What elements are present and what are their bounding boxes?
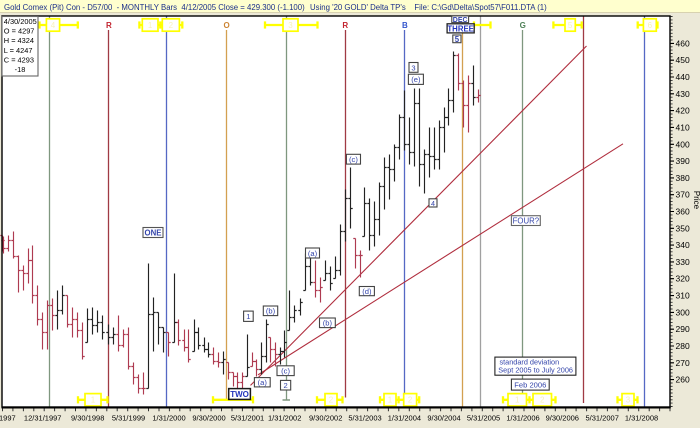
svg-text:2: 2 bbox=[540, 396, 545, 405]
svg-text:5/31/2001: 5/31/2001 bbox=[231, 414, 264, 423]
svg-text:(b): (b) bbox=[266, 307, 276, 316]
svg-text:Sept 2005 to July 2006: Sept 2005 to July 2006 bbox=[498, 366, 573, 375]
svg-text:5/31/2005: 5/31/2005 bbox=[467, 414, 500, 423]
svg-text:2: 2 bbox=[329, 396, 334, 405]
svg-text:290: 290 bbox=[676, 324, 690, 334]
svg-text:340: 340 bbox=[676, 240, 690, 250]
svg-text:standard deviation: standard deviation bbox=[500, 357, 560, 366]
svg-text:9/30/2002: 9/30/2002 bbox=[309, 414, 342, 423]
svg-text:R: R bbox=[106, 21, 112, 30]
svg-text:430: 430 bbox=[676, 89, 690, 99]
svg-text:THREE: THREE bbox=[447, 24, 473, 33]
svg-text:2: 2 bbox=[408, 396, 413, 405]
svg-text:460: 460 bbox=[676, 38, 690, 48]
svg-text:2: 2 bbox=[283, 381, 287, 390]
svg-text:450: 450 bbox=[676, 55, 690, 65]
svg-text:2: 2 bbox=[169, 21, 174, 30]
svg-text:330: 330 bbox=[676, 257, 690, 267]
svg-text:(c): (c) bbox=[349, 155, 358, 164]
svg-text:L = 4247: L = 4247 bbox=[4, 46, 33, 55]
svg-text:5: 5 bbox=[568, 21, 573, 30]
svg-text:440: 440 bbox=[676, 72, 690, 82]
svg-text:1: 1 bbox=[515, 396, 520, 405]
svg-text:R: R bbox=[342, 21, 348, 30]
svg-text:420: 420 bbox=[676, 106, 690, 116]
svg-text:(c): (c) bbox=[281, 367, 290, 376]
svg-text:Feb 2006: Feb 2006 bbox=[514, 381, 546, 390]
svg-text:1/31/2002: 1/31/2002 bbox=[268, 414, 301, 423]
svg-text:5/31/2003: 5/31/2003 bbox=[348, 414, 381, 423]
svg-text:DEC: DEC bbox=[453, 17, 468, 24]
svg-text:Price: Price bbox=[692, 191, 700, 210]
svg-text:3: 3 bbox=[626, 396, 631, 405]
svg-text:C = 4293: C = 4293 bbox=[4, 55, 34, 64]
svg-text:270: 270 bbox=[676, 358, 690, 368]
svg-text:5: 5 bbox=[455, 35, 460, 44]
svg-text:1: 1 bbox=[246, 312, 250, 321]
svg-text:(d): (d) bbox=[362, 287, 372, 296]
svg-text:5/31/1999: 5/31/1999 bbox=[112, 414, 145, 423]
svg-text:380: 380 bbox=[676, 173, 690, 183]
svg-text:(b): (b) bbox=[323, 319, 333, 328]
svg-text:1/31/2008: 1/31/2008 bbox=[625, 414, 658, 423]
svg-text:(a): (a) bbox=[258, 378, 268, 387]
svg-text:3: 3 bbox=[288, 21, 293, 30]
svg-text:260: 260 bbox=[676, 375, 690, 385]
svg-text:O: O bbox=[223, 21, 229, 30]
svg-text:B: B bbox=[402, 21, 408, 30]
svg-text:4: 4 bbox=[431, 199, 435, 208]
svg-text:320: 320 bbox=[676, 274, 690, 284]
svg-text:5/31/2007: 5/31/2007 bbox=[586, 414, 619, 423]
svg-text:410: 410 bbox=[676, 122, 690, 132]
svg-text:-18: -18 bbox=[15, 65, 26, 74]
svg-text:(e): (e) bbox=[411, 75, 421, 84]
svg-text:9/30/2006: 9/30/2006 bbox=[546, 414, 579, 423]
svg-text:FOUR?: FOUR? bbox=[513, 217, 540, 226]
svg-text:4: 4 bbox=[51, 21, 56, 30]
svg-text:360: 360 bbox=[676, 207, 690, 217]
svg-text:400: 400 bbox=[676, 139, 690, 149]
svg-text:1: 1 bbox=[388, 396, 393, 405]
svg-text:(a): (a) bbox=[308, 249, 318, 258]
svg-text:G: G bbox=[520, 21, 526, 30]
svg-text:300: 300 bbox=[676, 307, 690, 317]
svg-text:350: 350 bbox=[676, 223, 690, 233]
svg-text:1: 1 bbox=[148, 21, 153, 30]
svg-text:9/30/2004: 9/30/2004 bbox=[427, 414, 460, 423]
svg-text:TWO: TWO bbox=[230, 390, 249, 399]
svg-text:1/31/2004: 1/31/2004 bbox=[388, 414, 421, 423]
svg-text:280: 280 bbox=[676, 341, 690, 351]
svg-text:390: 390 bbox=[676, 156, 690, 166]
svg-text:ONE: ONE bbox=[145, 228, 162, 237]
svg-text:9/30/2000: 9/30/2000 bbox=[192, 414, 225, 423]
svg-text:310: 310 bbox=[676, 291, 690, 301]
svg-text:12/31/1997: 12/31/1997 bbox=[24, 414, 62, 423]
svg-text:1: 1 bbox=[91, 396, 96, 405]
svg-text:6: 6 bbox=[648, 21, 653, 30]
svg-text:1/31/2000: 1/31/2000 bbox=[152, 414, 185, 423]
svg-text:1/31/2006: 1/31/2006 bbox=[506, 414, 539, 423]
svg-text:H = 4324: H = 4324 bbox=[4, 36, 34, 45]
svg-text:4/30/2005: 4/30/2005 bbox=[4, 17, 37, 26]
svg-text:O = 4297: O = 4297 bbox=[4, 27, 35, 36]
svg-text:3: 3 bbox=[411, 63, 415, 72]
svg-text:3/31/1997: 3/31/1997 bbox=[0, 414, 16, 423]
svg-text:9/30/1998: 9/30/1998 bbox=[71, 414, 104, 423]
svg-text:370: 370 bbox=[676, 190, 690, 200]
